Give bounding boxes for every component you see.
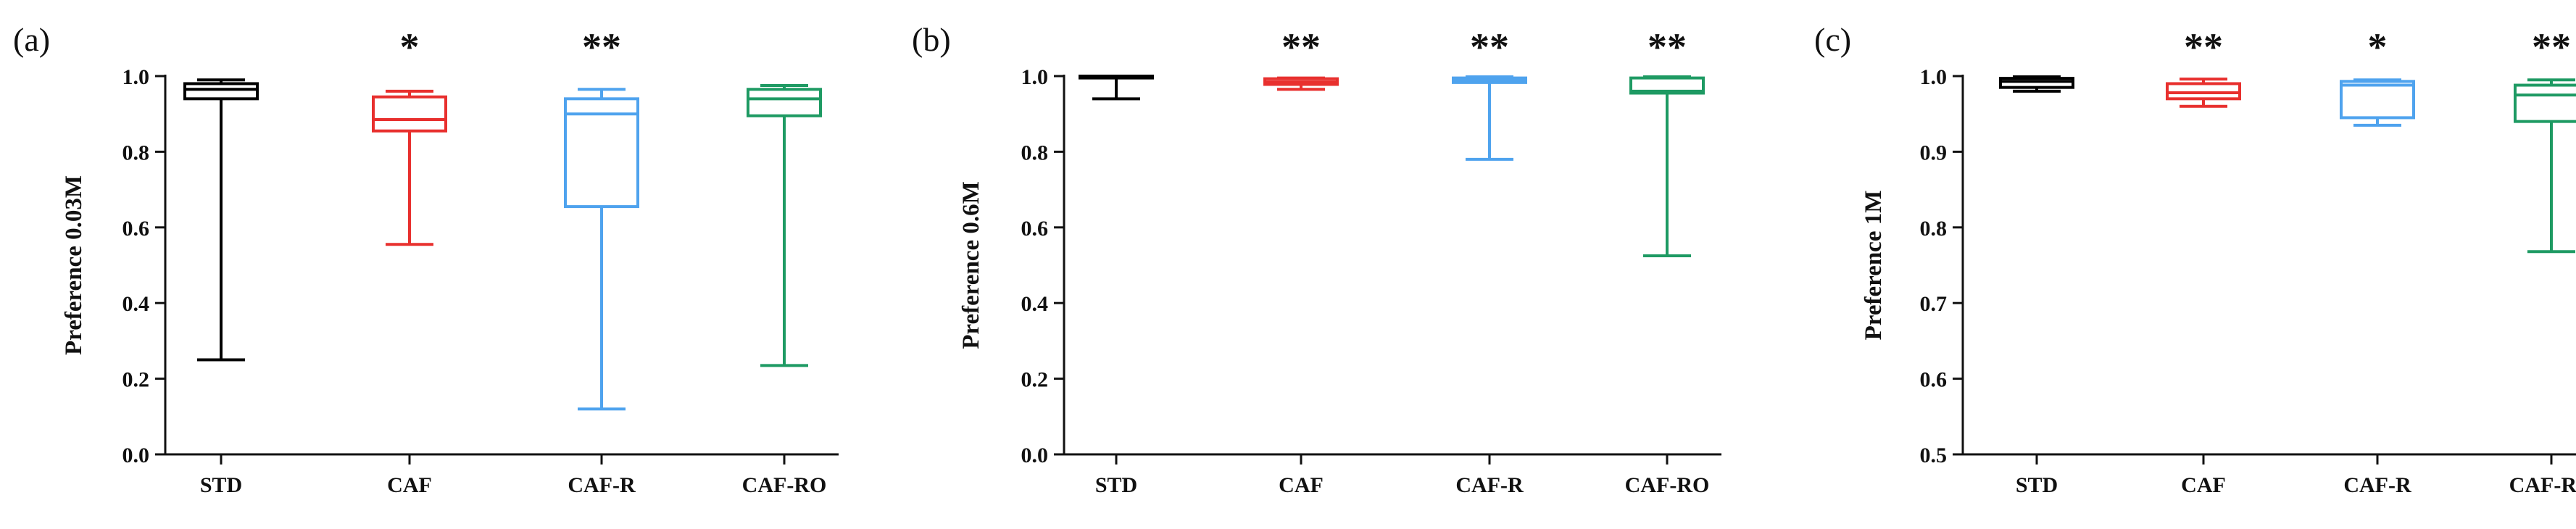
y-tick-label: 0.5 bbox=[1920, 443, 1948, 467]
x-tick-label: CAF-RO bbox=[1625, 473, 1710, 497]
box-caf bbox=[1263, 76, 1339, 91]
chart-panel-3: (c) 0.5 0.6 0.7 0.8 0.9 1.0 Preference 1M STD CAF… bbox=[1814, 21, 2576, 497]
x-tick-label: CAF-RO bbox=[742, 473, 827, 497]
x-tick-label: CAF-R bbox=[2343, 473, 2411, 497]
iqr-box bbox=[2340, 80, 2415, 120]
iqr-box bbox=[564, 97, 639, 209]
y-tick-label: 0.4 bbox=[1021, 292, 1049, 316]
iqr-box bbox=[183, 82, 259, 101]
box-caf-r bbox=[2340, 78, 2415, 127]
y-tick-label: 1.0 bbox=[122, 65, 150, 89]
y-tick-label: 0.6 bbox=[1920, 368, 1948, 392]
y-tick-label: 0.2 bbox=[122, 368, 150, 392]
box-caf bbox=[2166, 78, 2241, 108]
box-caf bbox=[372, 89, 447, 246]
y-tick-label: 0.8 bbox=[122, 141, 150, 164]
box-caf-ro bbox=[747, 84, 822, 367]
y-tick-label: 0.7 bbox=[1920, 292, 1948, 316]
significance-marker: ** bbox=[1470, 25, 1509, 69]
significance-marker: ** bbox=[1648, 25, 1687, 69]
significance-marker: ** bbox=[2532, 25, 2571, 69]
x-tick-label: CAF-RO bbox=[2509, 473, 2576, 497]
y-tick-label: 1.0 bbox=[1920, 65, 1948, 89]
y-tick-label: 0.6 bbox=[122, 217, 150, 241]
box-caf-r bbox=[564, 88, 639, 411]
box-std bbox=[1079, 75, 1154, 101]
x-tick-label: CAF-R bbox=[1455, 473, 1524, 497]
panel-label: (a) bbox=[13, 21, 50, 58]
box-caf-ro bbox=[1629, 75, 1705, 257]
significance-marker: * bbox=[2368, 25, 2388, 69]
x-tick-label: CAF bbox=[1279, 473, 1324, 497]
y-tick-label: 1.0 bbox=[1021, 65, 1049, 89]
box-std bbox=[183, 78, 259, 362]
y-axis-label: Preference 1M bbox=[1861, 191, 1887, 341]
significance-marker: ** bbox=[1281, 25, 1321, 69]
box-std bbox=[1999, 75, 2074, 93]
x-tick-label: STD bbox=[200, 473, 242, 497]
chart-panel-1: (a) 0.0 0.2 0.4 0.6 0.8 1.0 Preference 0.03M STD… bbox=[13, 21, 839, 497]
significance-marker: ** bbox=[582, 25, 621, 69]
y-tick-label: 0.9 bbox=[1920, 141, 1948, 164]
x-tick-label: STD bbox=[1095, 473, 1137, 497]
y-tick-label: 0.0 bbox=[1021, 443, 1049, 467]
y-axis-label: Preference 0.03M bbox=[61, 175, 87, 355]
iqr-box bbox=[2514, 83, 2576, 123]
significance-marker: ** bbox=[2184, 25, 2223, 69]
y-tick-label: 0.0 bbox=[122, 443, 150, 467]
x-tick-label: STD bbox=[2016, 473, 2058, 497]
y-tick-label: 0.4 bbox=[122, 292, 150, 316]
box-caf-r bbox=[1452, 75, 1527, 161]
significance-marker: * bbox=[400, 25, 420, 69]
iqr-box bbox=[2166, 82, 2241, 101]
y-tick-label: 0.2 bbox=[1021, 368, 1049, 392]
y-tick-label: 0.6 bbox=[1021, 217, 1049, 241]
iqr-box bbox=[372, 95, 447, 133]
panel-label: (b) bbox=[912, 21, 951, 58]
y-tick-label: 0.8 bbox=[1021, 141, 1049, 164]
x-tick-label: CAF bbox=[2181, 473, 2226, 497]
y-tick-label: 0.8 bbox=[1920, 217, 1948, 241]
y-axis-label: Preference 0.6M bbox=[958, 181, 984, 349]
x-tick-label: CAF-R bbox=[568, 473, 636, 497]
iqr-box bbox=[1629, 76, 1705, 95]
chart-panel-2: (b) 0.0 0.2 0.4 0.6 0.8 1.0 Preference 0.6M STD C… bbox=[912, 21, 1721, 497]
iqr-box bbox=[747, 88, 822, 117]
box-caf-ro bbox=[2514, 78, 2576, 254]
panel-label: (c) bbox=[1814, 21, 1851, 58]
iqr-box bbox=[1999, 77, 2074, 89]
x-tick-label: CAF bbox=[387, 473, 432, 497]
